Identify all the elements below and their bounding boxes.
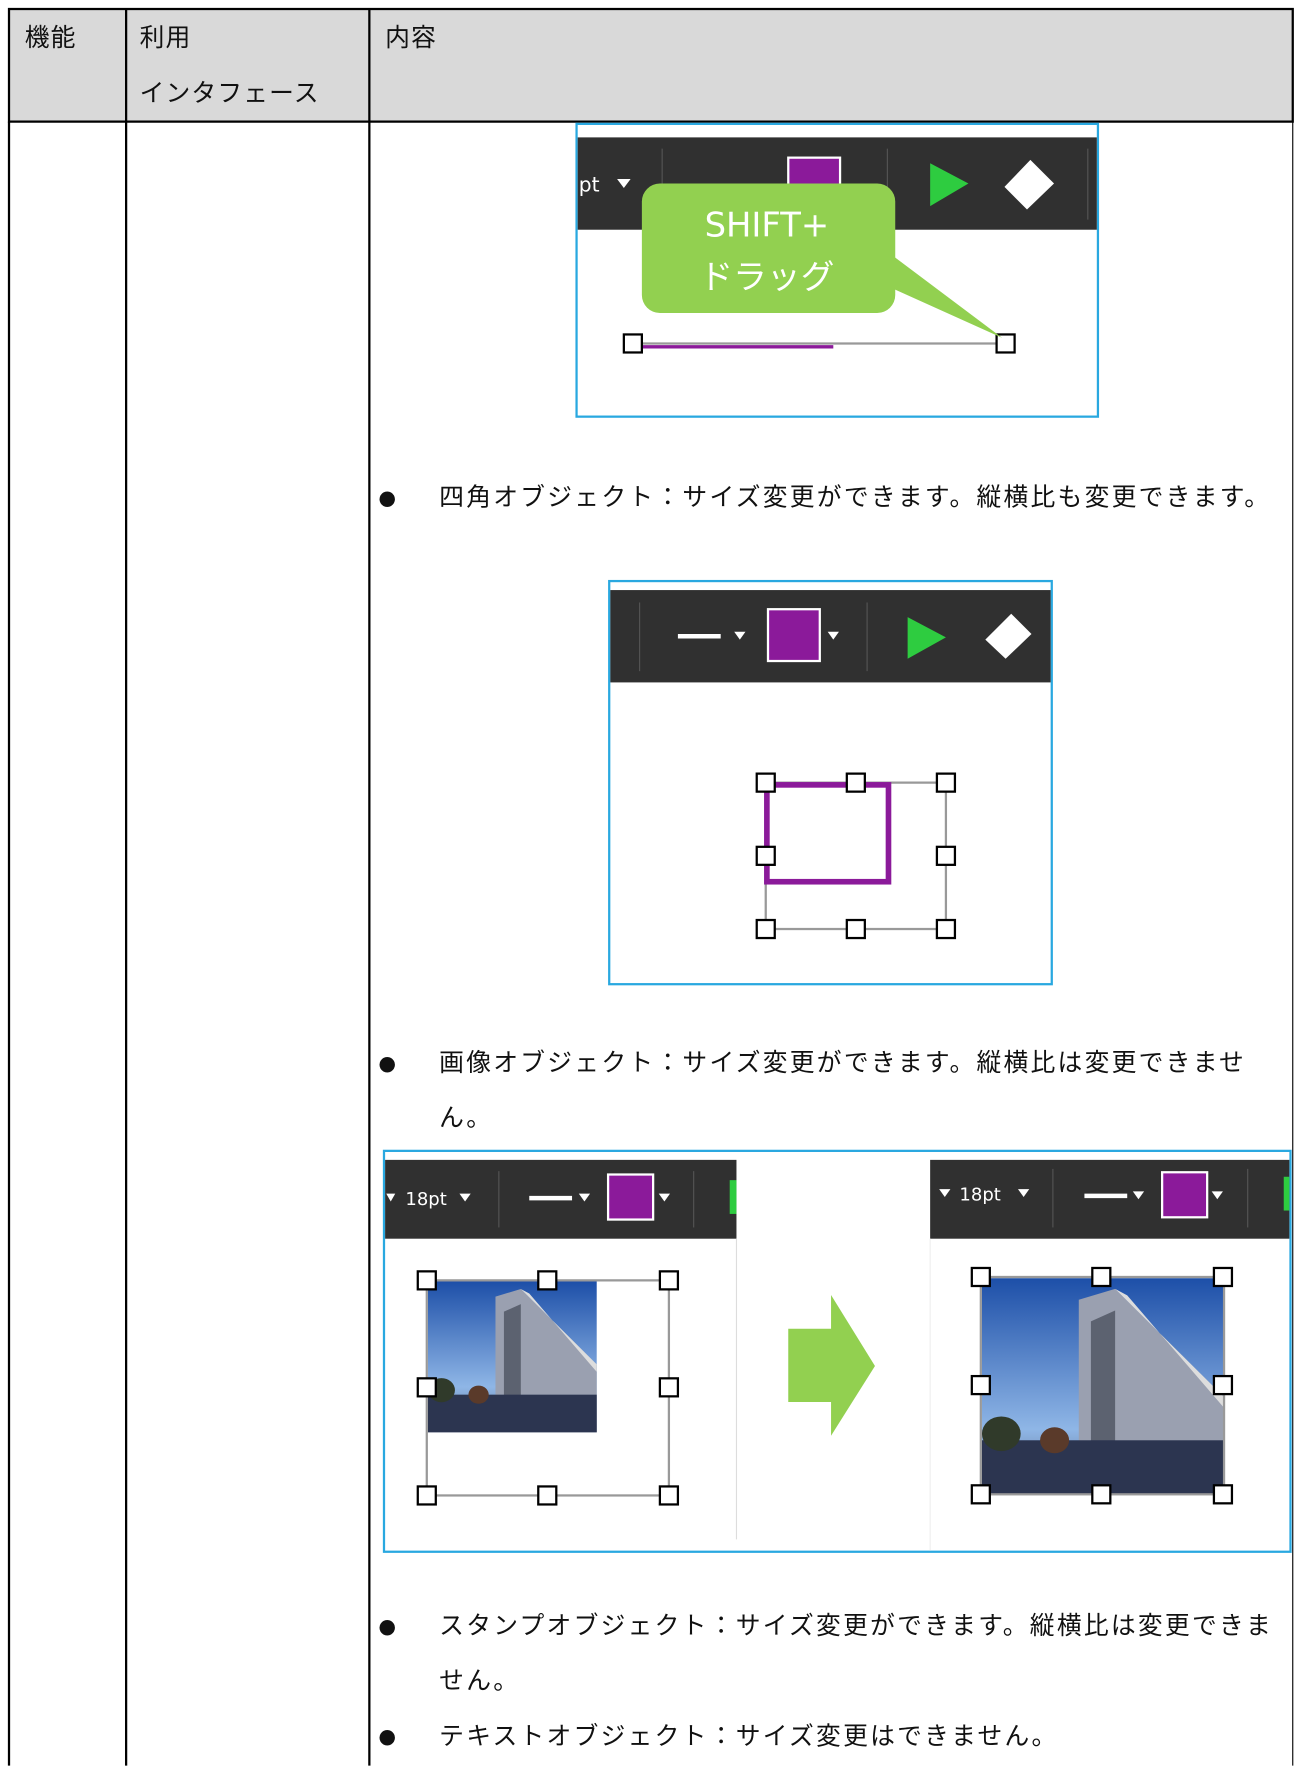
header-cell: 機能 bbox=[25, 11, 77, 66]
header-cell: 内容 bbox=[385, 11, 437, 66]
bullet-text: 四角オブジェクト：サイズ変更ができます。縦横比も変更できます。 bbox=[439, 484, 1272, 513]
header-cell: 利用 インタフェース bbox=[140, 11, 320, 121]
toolbar-size: 18pt bbox=[405, 1189, 446, 1210]
callout-text: ドラッグ bbox=[699, 257, 834, 296]
header-text: 利用 bbox=[139, 24, 192, 53]
bullet-text: テキストオブジェクト：サイズ変更はできません。 bbox=[439, 1722, 1059, 1752]
bullet-text: 画像オブジェクト：サイズ変更ができます。縦横比は変更できません。 bbox=[439, 1049, 1247, 1133]
toolbar-size: 18pt bbox=[959, 1184, 1000, 1205]
callout-text: SHIFT+ bbox=[705, 205, 830, 244]
bullet-text: スタンプオブジェクト：サイズ変更ができます。縦横比は変更できません。 bbox=[439, 1612, 1274, 1696]
header-text: 内容 bbox=[385, 24, 437, 53]
header-text: 機能 bbox=[24, 24, 77, 53]
header-text: インタフェース bbox=[139, 79, 320, 109]
toolbar-size: pt bbox=[579, 172, 600, 196]
